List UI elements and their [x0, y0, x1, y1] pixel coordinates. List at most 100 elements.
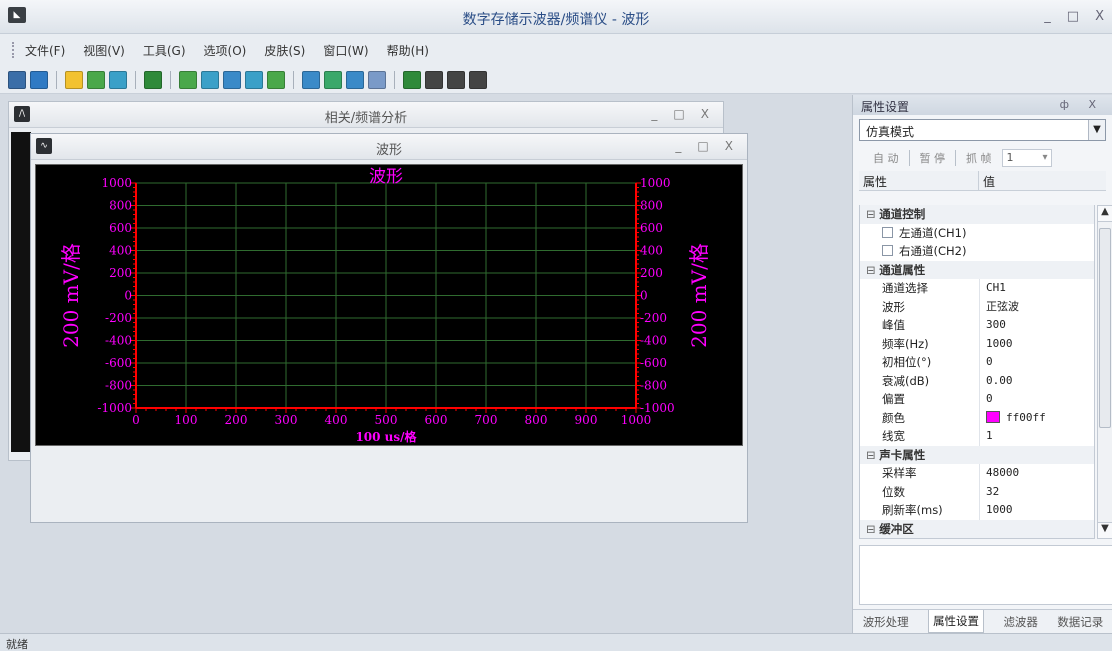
- property-value-cell[interactable]: 48000: [980, 464, 1019, 483]
- property-row[interactable]: 峰值 300: [860, 316, 1094, 335]
- property-row[interactable]: 波形 正弦波: [860, 297, 1094, 317]
- property-value-cell[interactable]: CH1: [980, 279, 1006, 298]
- cascade-windows-icon[interactable]: [403, 70, 421, 89]
- property-value-cell[interactable]: 0: [980, 353, 993, 372]
- spectrum-minimize-button[interactable]: _: [651, 107, 658, 121]
- zoom-in-icon[interactable]: [179, 70, 197, 89]
- property-row[interactable]: 偏置 0: [860, 390, 1094, 409]
- property-row[interactable]: 初相位(°) 0: [860, 353, 1094, 372]
- scroll-up-icon[interactable]: ▲: [1098, 206, 1112, 222]
- pause-button[interactable]: 暂 停: [919, 152, 946, 165]
- scroll-thumb[interactable]: [1099, 228, 1111, 428]
- auto-button[interactable]: 自 动: [873, 152, 899, 165]
- waveform-maximize-button[interactable]: □: [697, 139, 709, 153]
- cursor-bars-icon[interactable]: [109, 70, 127, 89]
- property-value-cell[interactable]: 1000: [980, 335, 1013, 354]
- menu-item-6[interactable]: 帮助(H): [386, 43, 429, 58]
- waveform-window[interactable]: ∿ 波形 _ □ X 0 100 200 300 400 500 600 700 800 900 1…: [30, 133, 748, 523]
- menu-item-3[interactable]: 选项(O): [203, 43, 247, 58]
- property-row[interactable]: 颜色 ff00ff: [860, 408, 1094, 428]
- property-row[interactable]: 采样率 48000: [860, 464, 1094, 483]
- menu-item-1[interactable]: 视图(V): [83, 43, 125, 58]
- arrow-down-icon[interactable]: [368, 70, 386, 89]
- property-value-cell[interactable]: 0.00: [980, 372, 1013, 391]
- menu-item-4[interactable]: 皮肤(S): [264, 43, 306, 58]
- tile-vertical-icon[interactable]: [447, 70, 465, 89]
- chevron-down-icon[interactable]: ▼: [1088, 120, 1105, 140]
- property-row[interactable]: 左通道(CH1): [860, 224, 1094, 243]
- property-value-cell[interactable]: 正弦波: [980, 298, 1019, 317]
- panel-tab-3[interactable]: 数据记录: [1057, 614, 1104, 629]
- arrow-right-icon[interactable]: [324, 70, 342, 89]
- zoom-vertical-icon[interactable]: [245, 70, 263, 89]
- waveform-window-titlebar[interactable]: ∿ 波形 _ □ X: [31, 134, 747, 160]
- globe-icon[interactable]: [30, 70, 48, 89]
- property-category[interactable]: 通道控制: [860, 205, 1094, 224]
- property-category[interactable]: 通道属性: [860, 260, 1094, 279]
- waveform-minimize-button[interactable]: _: [675, 139, 682, 153]
- property-row[interactable]: 频率(Hz) 1000: [860, 334, 1094, 354]
- property-value-cell[interactable]: 32: [980, 483, 999, 502]
- mode-select[interactable]: 仿真模式 ▼: [859, 119, 1106, 141]
- spectrum-maximize-button[interactable]: □: [673, 107, 685, 121]
- app-logo-icon[interactable]: ◣: [8, 7, 26, 23]
- save-icon[interactable]: [8, 70, 26, 89]
- tile-grid-icon[interactable]: [469, 70, 487, 89]
- select-arrow-icon[interactable]: [144, 70, 162, 89]
- property-value-cell[interactable]: 1: [980, 427, 993, 446]
- arrow-up-icon[interactable]: [346, 70, 364, 89]
- waveform-plot[interactable]: 0 100 200 300 400 500 600 700 800 900 1000 1000 1000…: [35, 164, 743, 446]
- zoom-fit-v-icon[interactable]: [267, 70, 285, 89]
- property-value-cell[interactable]: 1000: [980, 501, 1013, 520]
- property-value: 0: [986, 392, 993, 405]
- property-row[interactable]: 右通道(CH2): [860, 242, 1094, 261]
- maximize-button[interactable]: □: [1066, 9, 1080, 24]
- y-tick-label-right: 0: [640, 289, 648, 303]
- hand-pan-icon[interactable]: [65, 70, 83, 89]
- property-row[interactable]: 刷新率(ms) 1000: [860, 501, 1094, 520]
- channel-checkbox[interactable]: [882, 245, 893, 256]
- property-value-cell[interactable]: 300: [980, 316, 1006, 335]
- property-row[interactable]: 衰减(dB) 0.00: [860, 371, 1094, 391]
- zoom-fit-h-icon[interactable]: [223, 70, 241, 89]
- spectrum-window-titlebar[interactable]: /\ 相关/频谱分析 _ □ X: [9, 102, 723, 128]
- menu-item-5[interactable]: 窗口(W): [323, 43, 369, 58]
- menu-item-2[interactable]: 工具(G): [142, 43, 186, 58]
- crosshair-icon[interactable]: [87, 70, 105, 89]
- minimize-button[interactable]: _: [1044, 9, 1051, 24]
- panel-tab-1[interactable]: 属性设置: [928, 610, 985, 633]
- tile-horizontal-icon[interactable]: [425, 70, 443, 89]
- waveform-close-button[interactable]: X: [724, 139, 733, 153]
- property-row[interactable]: 位数 32: [860, 482, 1094, 502]
- arrow-left-icon[interactable]: [302, 70, 320, 89]
- menu-item-0[interactable]: 文件(F): [25, 43, 66, 58]
- waveform-chart-svg[interactable]: 0 100 200 300 400 500 600 700 800 900 1000 1000 1000…: [36, 165, 742, 445]
- frame-select[interactable]: 1: [1001, 149, 1052, 167]
- property-category[interactable]: 缓冲区: [860, 519, 1094, 538]
- property-name: 采样率: [860, 464, 980, 483]
- property-value-cell[interactable]: 0: [980, 390, 993, 409]
- property-value-cell[interactable]: ff00ff: [980, 409, 1046, 428]
- property-name: 刷新率(ms): [860, 501, 980, 520]
- menu-bar: 文件(F) 视图(V) 工具(G) 选项(O) 皮肤(S) 窗口(W) 帮助(H): [0, 34, 1112, 66]
- property-value: 32: [986, 484, 1000, 498]
- spectrum-close-button[interactable]: X: [700, 107, 709, 121]
- property-name: 衰减(dB): [860, 371, 980, 390]
- grab-frame-button[interactable]: 抓 帧: [966, 152, 992, 165]
- scroll-down-icon[interactable]: ▼: [1098, 522, 1112, 538]
- panel-tab-0[interactable]: 波形处理: [862, 614, 909, 629]
- property-value: 300: [986, 318, 1006, 331]
- property-value: 0.00: [986, 373, 1013, 387]
- property-scrollbar[interactable]: ▲ ▼: [1097, 205, 1112, 539]
- property-row[interactable]: 通道选择 CH1: [860, 279, 1094, 298]
- property-row[interactable]: 线宽 1: [860, 427, 1094, 446]
- channel-checkbox[interactable]: [882, 226, 893, 238]
- property-category[interactable]: 声卡属性: [860, 445, 1094, 464]
- panel-pin-close-controls[interactable]: ф X: [1059, 98, 1104, 111]
- panel-tab-2[interactable]: 滤波器: [1003, 614, 1038, 629]
- zoom-horizontal-icon[interactable]: [201, 70, 219, 89]
- app-title: 数字存储示波器/频谱仪 - 波形: [462, 12, 650, 28]
- menu-grip[interactable]: [12, 42, 15, 58]
- close-button[interactable]: X: [1095, 9, 1104, 24]
- mdi-workspace: /\ 相关/频谱分析 _ □ X ∿ 波形 _ □ X 0 100 200 300 40…: [0, 95, 850, 633]
